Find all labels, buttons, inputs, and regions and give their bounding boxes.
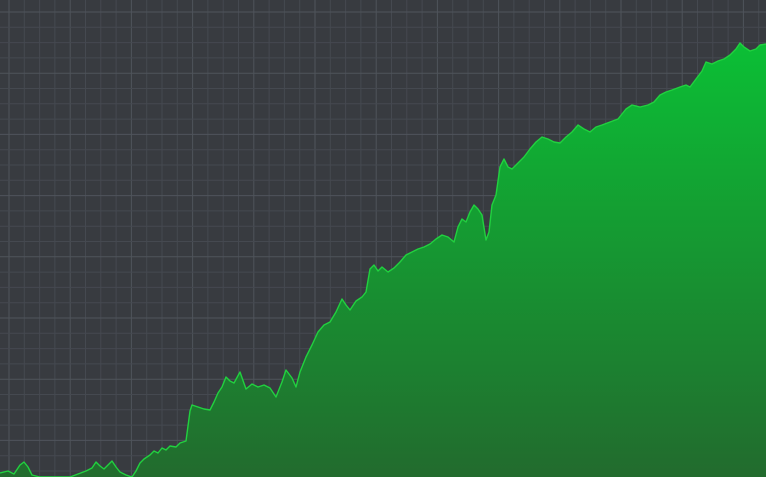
series-area-fill: [0, 43, 766, 477]
series-line: [0, 42, 766, 477]
